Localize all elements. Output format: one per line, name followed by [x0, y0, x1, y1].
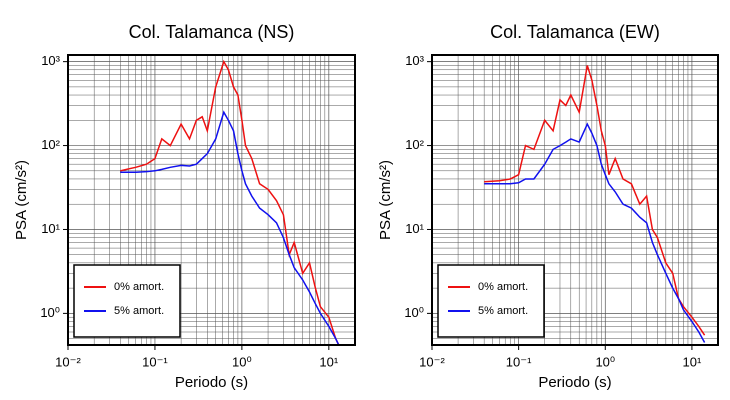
- x-tick-label: 10⁰: [595, 354, 615, 369]
- plot-frame: [431, 54, 719, 346]
- legend-label: 5% amort.: [478, 305, 528, 317]
- y-tick-label: 10³: [405, 53, 424, 68]
- x-tick-label: 10¹: [683, 354, 702, 369]
- y-tick-label: 10⁰: [404, 305, 424, 320]
- x-tick-label: 10¹: [319, 354, 338, 369]
- chart-title: Col. Talamanca (EW): [490, 22, 660, 42]
- legend-box: [73, 264, 181, 338]
- y-tick-label: 10¹: [41, 221, 60, 236]
- series-line: [484, 122, 706, 343]
- chart-panel: Col. Talamanca (NS) Periodo (s) PSA (cm/s²…: [13, 22, 356, 391]
- legend-box: [437, 264, 545, 338]
- y-tick-label: 10⁰: [40, 305, 60, 320]
- chart-title: Col. Talamanca (NS): [129, 22, 295, 42]
- series-line: [120, 59, 340, 345]
- series-line: [484, 65, 706, 336]
- y-tick-label: 10²: [41, 137, 60, 152]
- x-axis-label: Periodo (s): [538, 374, 611, 391]
- y-axis-label: PSA (cm/s²): [13, 160, 30, 240]
- legend-label: 5% amort.: [114, 305, 164, 317]
- x-tick-label: 10⁰: [232, 354, 252, 369]
- x-tick-label: 10⁻¹: [142, 354, 168, 369]
- y-tick-label: 10¹: [405, 221, 424, 236]
- y-axis-label: PSA (cm/s²): [377, 160, 394, 240]
- chart-panel: Col. Talamanca (EW) Periodo (s) PSA (cm/s²…: [377, 22, 719, 391]
- x-axis-label: Periodo (s): [175, 374, 248, 391]
- plot-lines: [120, 59, 340, 345]
- x-tick-label: 10⁻¹: [506, 354, 532, 369]
- legend-label: 0% amort.: [478, 281, 528, 293]
- y-tick-label: 10²: [405, 137, 424, 152]
- plot-frame: [67, 54, 356, 346]
- series-line: [120, 110, 340, 345]
- x-tick-label: 10⁻²: [55, 354, 81, 369]
- plot-lines: [484, 65, 706, 343]
- y-tick-label: 10³: [41, 53, 60, 68]
- legend-label: 0% amort.: [114, 281, 164, 293]
- x-tick-label: 10⁻²: [419, 354, 445, 369]
